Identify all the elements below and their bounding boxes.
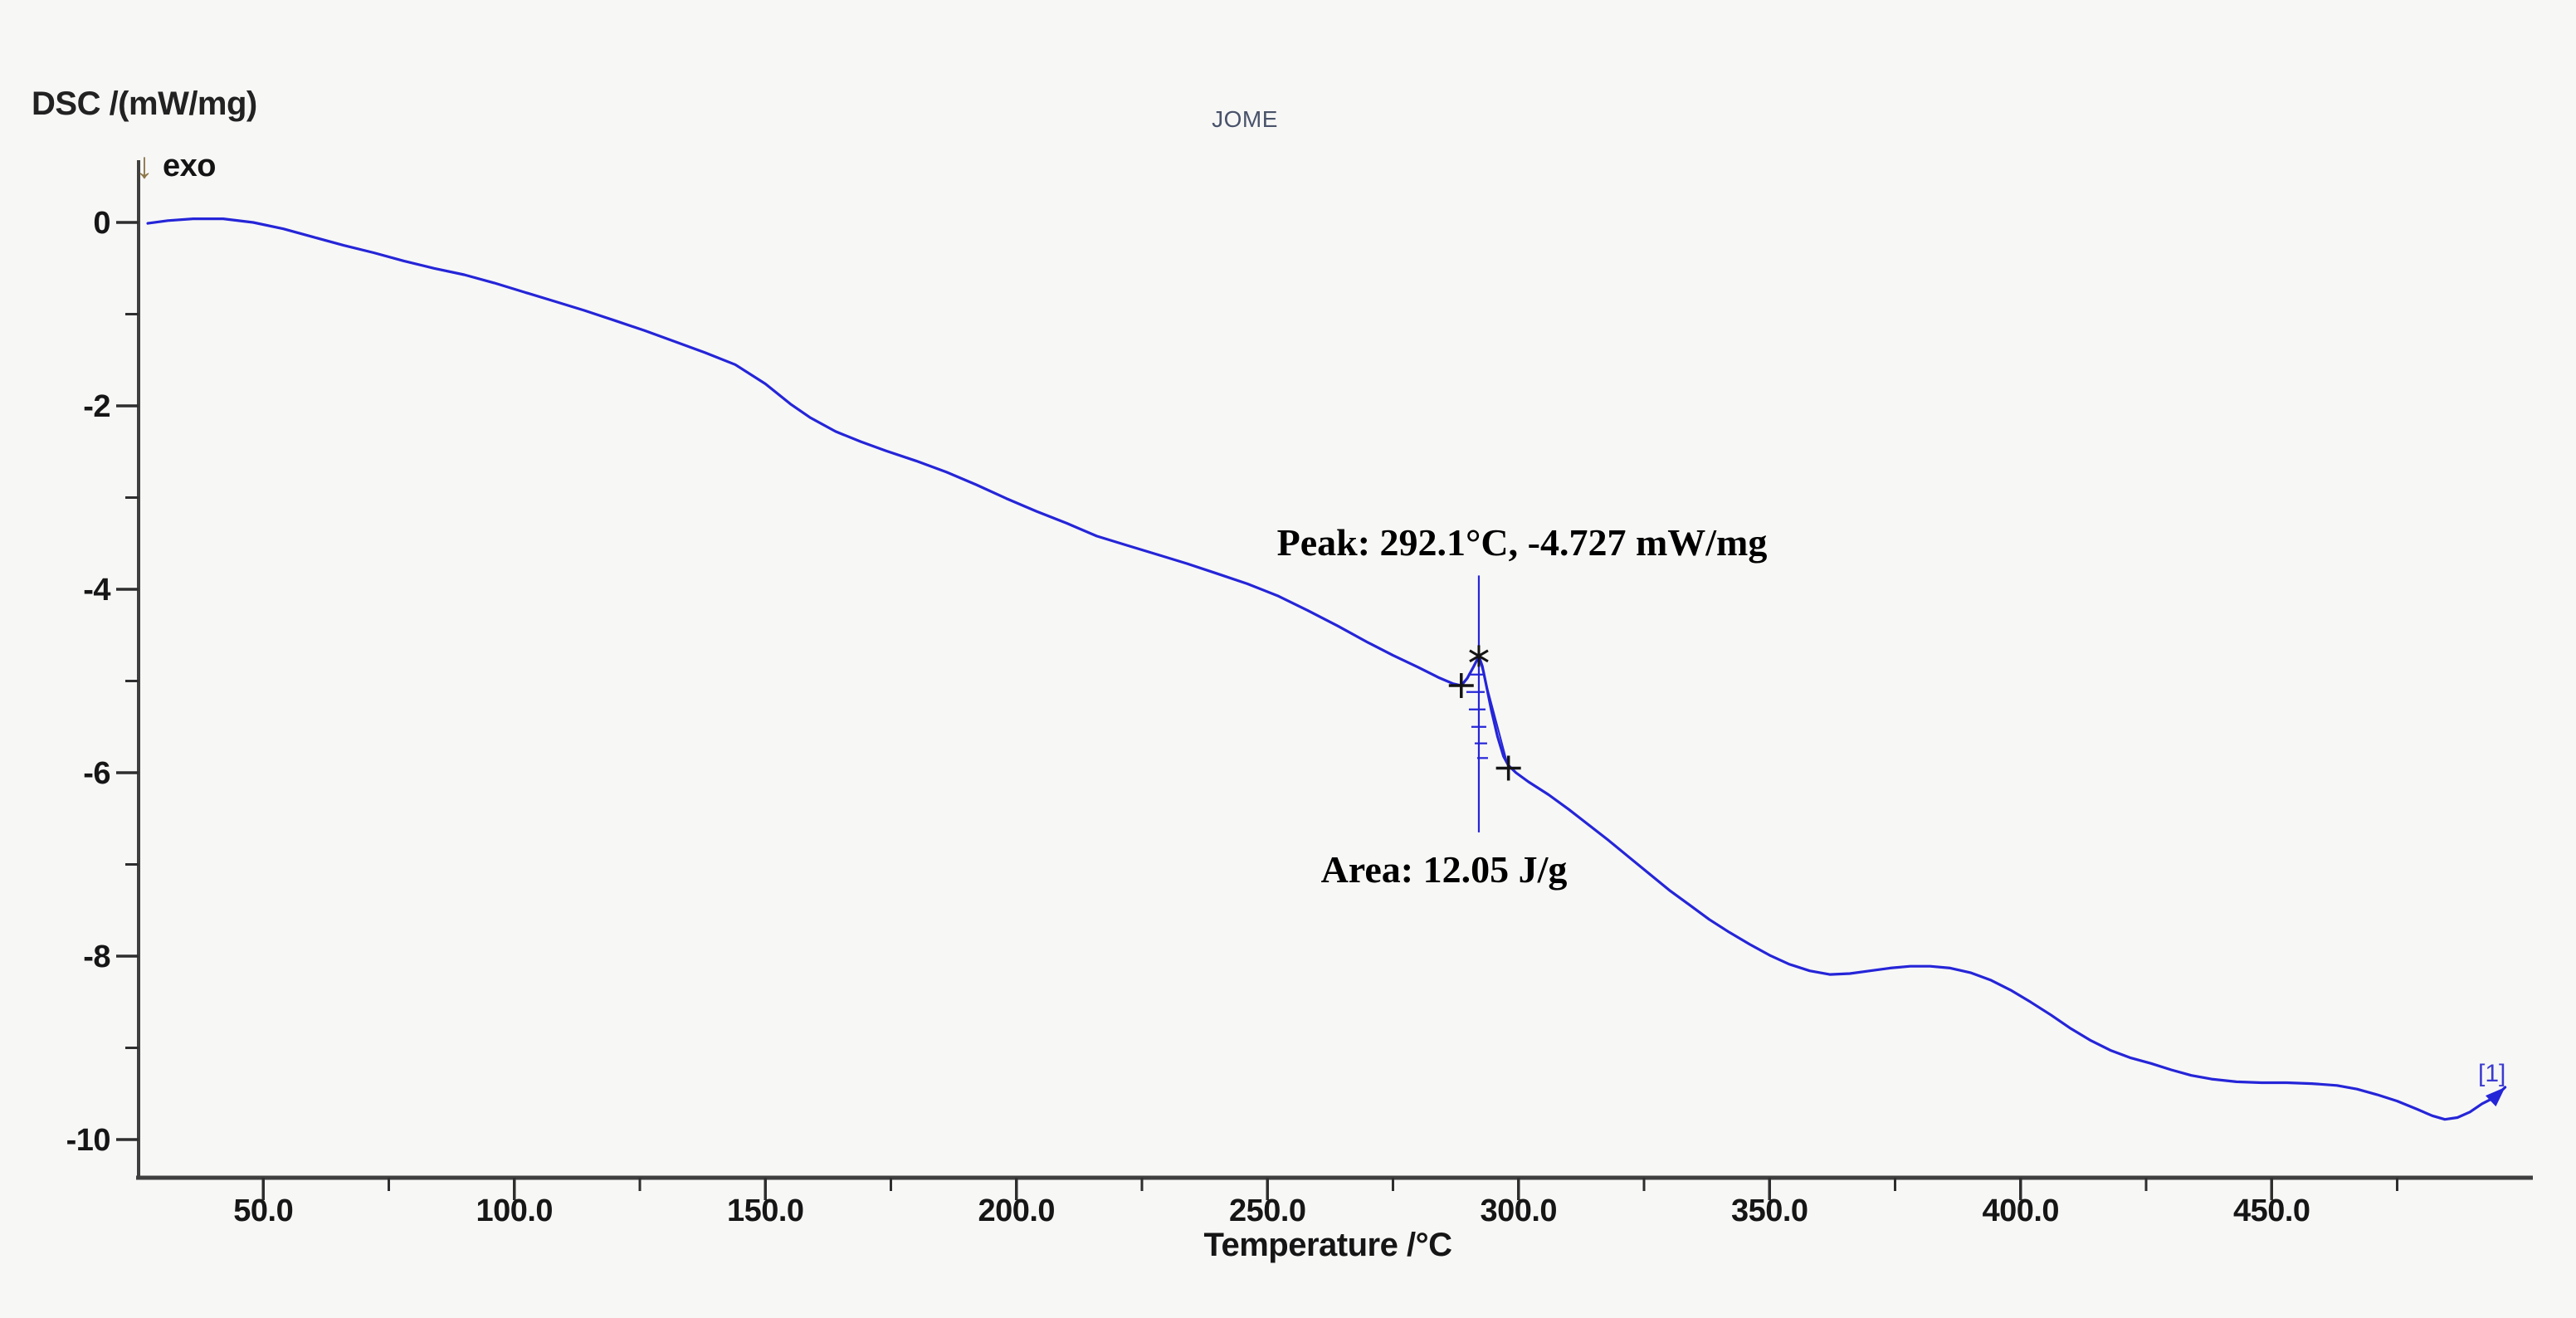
y-tick-label: -2: [83, 389, 110, 424]
y-tick-label: -8: [83, 940, 110, 974]
x-axis-title: Temperature /°C: [1204, 1227, 1452, 1263]
y-tick-label: -4: [83, 573, 110, 608]
y-tick-label: -6: [83, 756, 110, 791]
x-tick-label: 250.0: [1229, 1194, 1306, 1228]
x-tick-label: 200.0: [978, 1194, 1055, 1228]
peak-annotation-label: Peak: 292.1°C, -4.727 mW/mg: [1277, 521, 1768, 564]
area-annotation-label: Area: 12.05 J/g: [1321, 848, 1568, 891]
x-tick-label: 300.0: [1480, 1194, 1557, 1228]
y-tick-label: -10: [66, 1123, 110, 1158]
star-icon: [1469, 649, 1489, 663]
x-tick-label: 450.0: [2233, 1194, 2310, 1228]
peak-onset-marker: [1448, 673, 1474, 699]
peak-end-marker: [1495, 755, 1521, 781]
exo-down-arrow-icon: ↓: [135, 145, 154, 186]
curve-tag-label: [1]: [2478, 1060, 2505, 1087]
y-tick-label: 0: [93, 206, 110, 241]
peak-annotation-group: [1448, 575, 1521, 832]
x-tick-label: 400.0: [1982, 1194, 2059, 1228]
axes-group: 50.0 100.0 150.0 200.0 250.0 300.0 350.0 400.0 4…: [66, 160, 2533, 1228]
curve-group: [146, 217, 2507, 1121]
dsc-curve: [146, 217, 2507, 1121]
x-tick-label: 150.0: [727, 1194, 804, 1228]
exo-label: exo: [163, 149, 216, 183]
sample-name-label: JOME: [1212, 106, 1278, 132]
y-axis-title: DSC /(mW/mg): [32, 85, 257, 122]
peak-apex-marker: [1469, 645, 1489, 667]
curve-end-arrowhead: [2486, 1087, 2505, 1107]
x-tick-label: 50.0: [233, 1194, 293, 1228]
peak-baseline: [1477, 656, 1510, 769]
x-tick-label: 100.0: [476, 1194, 553, 1228]
x-tick-label: 350.0: [1731, 1194, 1808, 1228]
